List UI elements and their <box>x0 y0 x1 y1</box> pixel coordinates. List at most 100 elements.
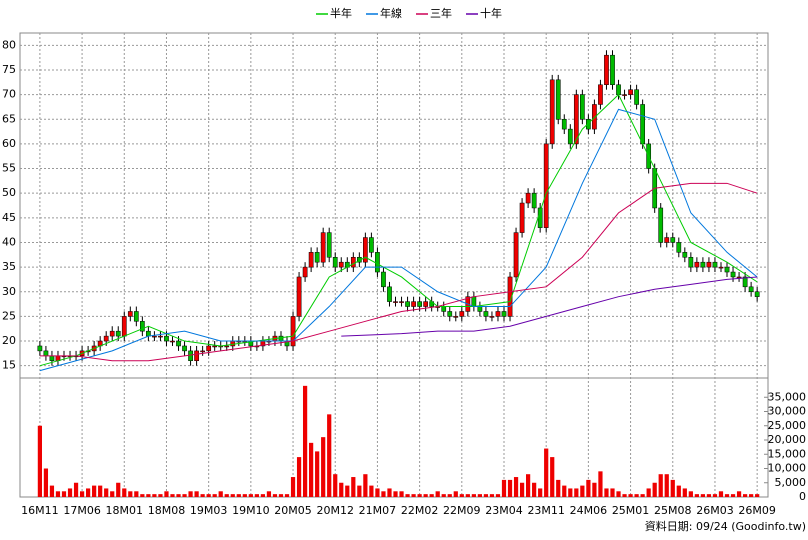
candle-body <box>308 252 314 268</box>
volume-bar <box>381 491 386 497</box>
candle-body <box>477 306 483 312</box>
volume-bar <box>200 494 205 497</box>
plot-frame <box>19 32 769 498</box>
volume-bar <box>345 485 350 497</box>
candle-body <box>453 316 459 318</box>
volume-bar <box>369 485 374 497</box>
volume-bar <box>513 477 519 497</box>
volume-bar <box>212 494 217 497</box>
volume-bar <box>736 491 742 497</box>
volume-bar <box>411 494 416 497</box>
volume-bar <box>302 385 308 497</box>
x-tick-label: 21M07 <box>359 504 397 517</box>
candle-body <box>332 257 338 268</box>
candle-body <box>592 104 597 130</box>
candle-body <box>224 345 230 348</box>
candle-body <box>411 301 416 307</box>
candle-body <box>724 266 730 273</box>
candle-body <box>158 335 163 338</box>
x-tick-label: 26M09 <box>738 504 776 517</box>
candle-body <box>483 311 489 317</box>
volume-bar <box>49 485 55 497</box>
volume-bar <box>230 494 235 497</box>
volume-bar <box>266 491 272 497</box>
volume-bar <box>61 491 67 497</box>
volume-bar <box>688 491 693 497</box>
volume-bar <box>104 488 109 497</box>
candle-body <box>369 237 374 253</box>
candle-body <box>670 237 676 243</box>
volume-bar <box>92 485 97 497</box>
candle-body <box>296 276 302 317</box>
y2-tick-label: 25,000 <box>768 419 807 432</box>
candle-body <box>658 207 664 243</box>
volume-bar <box>616 491 621 497</box>
candle-body <box>375 252 380 273</box>
candle-body <box>634 89 639 105</box>
x-tick-label: 16M11 <box>21 504 59 517</box>
candle-body <box>350 257 356 268</box>
volume-bar <box>574 488 579 497</box>
volume-bar <box>182 494 187 497</box>
candle-body <box>598 84 603 105</box>
volume-bar <box>363 474 368 497</box>
ma-line <box>341 276 758 337</box>
candle-body <box>489 316 495 318</box>
candle-body <box>441 306 447 312</box>
y2-tick-label: 5,000 <box>775 476 807 489</box>
volume-bar <box>387 488 392 497</box>
legend-label: 年線 <box>380 6 402 20</box>
volume-bar <box>694 494 699 497</box>
volume-bar <box>278 494 284 497</box>
candle-body <box>573 94 579 145</box>
volume-bar <box>628 494 633 497</box>
candle-body <box>423 301 429 307</box>
volume-bar <box>357 485 362 497</box>
y-tick-label: 30 <box>2 285 16 298</box>
volume-bar <box>128 491 133 497</box>
volume-bar <box>158 494 163 497</box>
candle-body <box>543 143 549 228</box>
volume-bar <box>483 494 489 497</box>
volume-bar <box>441 494 446 497</box>
volume-bar <box>296 457 302 497</box>
x-tick-label: 23M04 <box>485 504 523 517</box>
candle-body <box>290 316 296 347</box>
candle-body <box>471 296 477 307</box>
y-tick-label: 50 <box>2 186 16 199</box>
volume-bar <box>586 479 591 497</box>
candle-body <box>447 311 453 317</box>
volume-bar <box>622 494 627 497</box>
volume-bar <box>321 437 326 497</box>
volume-bar <box>248 494 253 497</box>
y-tick-label: 70 <box>2 88 16 101</box>
y-tick-label: 35 <box>2 260 16 273</box>
y-tick-label: 55 <box>2 162 16 175</box>
volume-bar <box>236 494 241 497</box>
volume-bar <box>116 482 121 497</box>
volume-bar <box>206 494 211 497</box>
candle-body <box>736 276 742 279</box>
candle-body <box>718 266 724 269</box>
candle-body <box>525 192 531 204</box>
candle-body <box>43 350 49 357</box>
volume-bar <box>43 468 49 497</box>
volume-bar <box>447 494 452 497</box>
volume-bar <box>164 491 169 497</box>
candle-body <box>188 350 193 361</box>
legend-label: 半年 <box>330 6 352 20</box>
candle-body <box>212 345 218 348</box>
volume-bar <box>453 491 458 497</box>
legend-label: 三年 <box>430 6 452 20</box>
volume-bar <box>290 477 296 497</box>
volume-bar <box>634 494 639 497</box>
volume-bar <box>592 482 597 497</box>
y2-tick-label: 35,000 <box>768 390 807 403</box>
candle-body <box>152 335 157 338</box>
volume-bar <box>562 485 567 497</box>
candle-body <box>610 54 615 85</box>
candle-body <box>586 119 591 130</box>
volume-bar <box>339 482 344 497</box>
volume-bar <box>724 494 730 497</box>
candle-body <box>206 345 212 352</box>
